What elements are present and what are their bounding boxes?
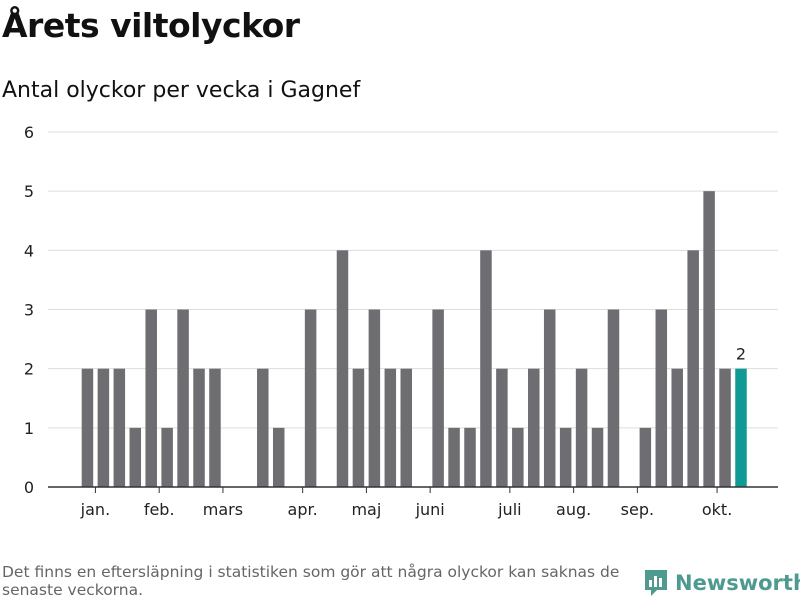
bar (113, 368, 126, 487)
x-tick-label: feb. (144, 500, 175, 519)
bar (257, 368, 269, 487)
bar (543, 309, 556, 487)
bar (496, 368, 508, 487)
bar (81, 368, 94, 487)
bar (639, 427, 652, 487)
bar (607, 309, 620, 487)
newsworthy-logo-icon (645, 570, 667, 596)
bar (480, 250, 492, 487)
bar (559, 427, 572, 487)
bar (368, 309, 381, 487)
bar (352, 368, 365, 487)
bar (336, 250, 349, 487)
bar (719, 368, 731, 487)
x-tick-label: maj (351, 500, 381, 519)
x-tick-label: okt. (702, 500, 732, 519)
brand-name: Newsworthy (675, 571, 800, 595)
bar (512, 427, 524, 487)
footnote: Det finns en eftersläpning i statistiken… (2, 563, 620, 599)
y-tick-label: 6 (24, 123, 34, 142)
bar (145, 309, 157, 487)
brand-logo: Newsworthy (643, 568, 800, 598)
bar (703, 191, 715, 487)
bar (400, 368, 412, 487)
y-tick-label: 2 (24, 360, 34, 379)
chart-subtitle: Antal olyckor per vecka i Gagnef (2, 78, 361, 103)
y-tick-label: 3 (24, 301, 34, 320)
bar (97, 368, 110, 487)
y-tick-label: 4 (24, 241, 34, 260)
bar (432, 309, 444, 487)
x-tick-label: apr. (288, 500, 318, 519)
bar (464, 427, 476, 487)
bar (575, 368, 588, 487)
y-tick-label: 5 (24, 182, 34, 201)
bar (272, 427, 285, 487)
y-tick-label: 1 (24, 419, 34, 438)
bar (193, 368, 205, 487)
x-tick-label: sep. (621, 500, 654, 519)
bar (177, 309, 189, 487)
bar (304, 309, 317, 487)
bar (655, 309, 668, 487)
bar (448, 427, 460, 487)
chart-title: Årets viltolyckor (2, 6, 300, 45)
bar (528, 368, 540, 487)
bar (209, 368, 221, 487)
bar-chart: 0 1 2 3 4 5 6 2 jan. feb. mars apr. maj juni juli aug. s… (24, 123, 778, 519)
bar (161, 427, 173, 487)
bar (687, 250, 699, 487)
bar (591, 427, 604, 487)
bar (384, 368, 397, 487)
y-tick-label: 0 (24, 478, 34, 497)
bar (129, 427, 142, 487)
x-tick-label: juli (497, 500, 521, 519)
x-tick-label: juni (415, 500, 445, 519)
bar (671, 368, 683, 487)
x-tick-label: jan. (80, 500, 110, 519)
data-label: 2 (736, 345, 746, 364)
x-tick-label: aug. (556, 500, 591, 519)
x-tick-label: mars (203, 500, 243, 519)
highlight-bar (735, 368, 747, 487)
